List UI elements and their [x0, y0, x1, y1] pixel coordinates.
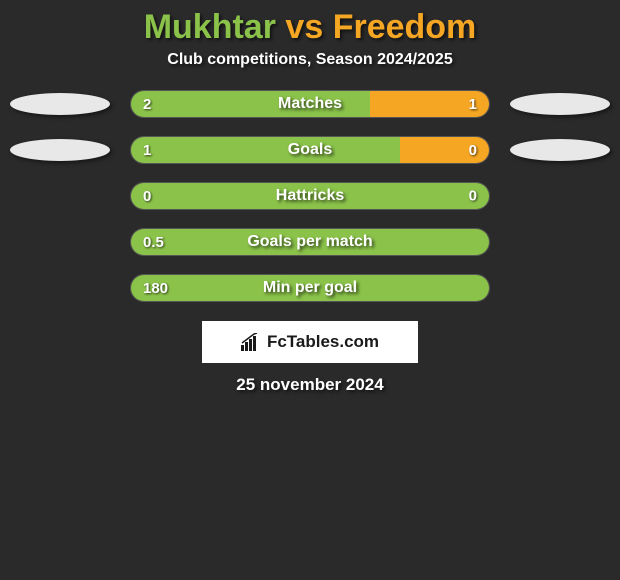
stat-row: Matches 2 1 — [10, 89, 610, 119]
stats-container: Matches 2 1 Goals 1 0 Hattricks 0 0 Goals per mat… — [0, 89, 620, 303]
player-marker-left — [10, 93, 110, 115]
site-badge: FcTables.com — [202, 321, 418, 363]
spacer — [510, 277, 610, 299]
stat-label: Goals — [288, 141, 332, 159]
stat-value-left: 1 — [131, 142, 163, 159]
player-marker-right — [510, 139, 610, 161]
title-left-player: Mukhtar — [144, 8, 276, 46]
bar-segment-right: 0 — [400, 137, 490, 163]
player-marker-left — [10, 139, 110, 161]
spacer — [10, 277, 110, 299]
player-marker-right — [510, 93, 610, 115]
stat-row: Min per goal 180 — [10, 273, 610, 303]
stat-value-left: 2 — [131, 96, 163, 113]
stat-label: Matches — [278, 95, 342, 113]
spacer — [10, 185, 110, 207]
stat-value-right: 1 — [457, 96, 489, 113]
date-text: 25 november 2024 — [0, 375, 620, 395]
title-vs: vs — [285, 8, 323, 46]
chart-icon — [241, 333, 261, 351]
bar-segment-right: 1 — [370, 91, 489, 117]
spacer — [510, 231, 610, 253]
spacer — [510, 185, 610, 207]
stat-row: Goals 1 0 — [10, 135, 610, 165]
stat-value-right: 0 — [457, 188, 489, 205]
subtitle: Club competitions, Season 2024/2025 — [0, 51, 620, 69]
stat-row: Hattricks 0 0 — [10, 181, 610, 211]
stat-label: Goals per match — [247, 233, 372, 251]
stat-bar: Goals 1 0 — [130, 136, 490, 164]
spacer — [10, 231, 110, 253]
bar-segment-left: 1 — [131, 137, 400, 163]
stat-bar: Hattricks 0 0 — [130, 182, 490, 210]
site-name: FcTables.com — [267, 332, 379, 352]
stat-bar: Matches 2 1 — [130, 90, 490, 118]
stat-label: Hattricks — [276, 187, 344, 205]
stat-bar: Min per goal 180 — [130, 274, 490, 302]
stat-value-left: 0.5 — [131, 234, 176, 251]
page-title: Mukhtar vs Freedom — [0, 0, 620, 51]
stat-value-left: 0 — [131, 188, 163, 205]
stat-row: Goals per match 0.5 — [10, 227, 610, 257]
stat-label: Min per goal — [263, 279, 357, 297]
stat-value-left: 180 — [131, 280, 180, 297]
stat-bar: Goals per match 0.5 — [130, 228, 490, 256]
stat-value-right: 0 — [457, 142, 489, 159]
title-right-player: Freedom — [333, 8, 477, 46]
